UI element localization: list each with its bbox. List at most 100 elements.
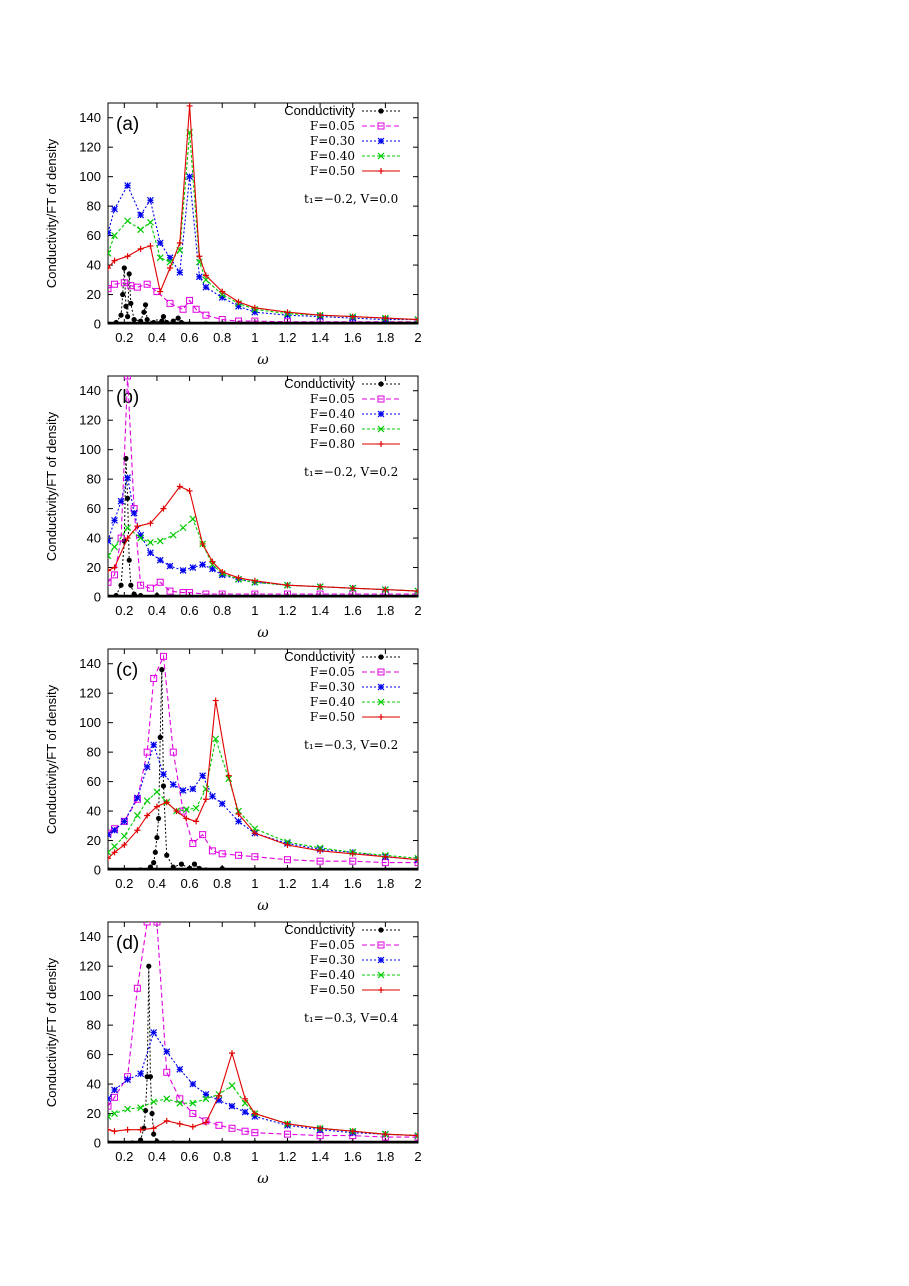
data-point xyxy=(157,288,164,295)
data-point xyxy=(124,474,132,482)
data-point xyxy=(176,1099,184,1107)
legend-label: Conductivity xyxy=(284,649,355,664)
data-point xyxy=(137,245,144,252)
data-point xyxy=(349,313,356,320)
data-point xyxy=(111,571,119,579)
data-point xyxy=(186,296,194,304)
x-tick-label: 1 xyxy=(251,876,258,891)
legend-label: F=0.40 xyxy=(310,968,355,982)
y-tick-label: 60 xyxy=(87,1047,101,1062)
y-tick-label: 80 xyxy=(87,745,101,760)
data-point xyxy=(349,850,356,857)
data-point xyxy=(202,311,210,319)
y-tick-label: 80 xyxy=(87,472,101,487)
data-point xyxy=(208,565,216,573)
data-point xyxy=(189,564,197,571)
y-tick-label: 60 xyxy=(87,774,101,789)
data-point xyxy=(284,309,291,316)
data-point xyxy=(316,857,324,865)
data-point xyxy=(195,273,203,281)
data-point xyxy=(284,582,291,589)
data-point xyxy=(150,1029,158,1036)
data-point xyxy=(415,856,418,863)
data-point xyxy=(108,1126,111,1133)
data-point xyxy=(147,1074,154,1080)
data-point xyxy=(133,812,141,819)
y-tick-label: 40 xyxy=(87,1077,101,1092)
data-point xyxy=(146,584,154,592)
data-point xyxy=(208,847,216,855)
data-point xyxy=(251,1129,259,1137)
data-point xyxy=(163,1095,171,1103)
plot-area xyxy=(108,922,418,1143)
data-point xyxy=(163,1068,171,1076)
data-point xyxy=(111,1086,118,1094)
series-line xyxy=(108,376,418,595)
data-point xyxy=(150,1125,157,1132)
legend-label: F=0.30 xyxy=(310,680,355,694)
data-point xyxy=(202,272,209,279)
y-axis-label: Conductivity/FT of density xyxy=(44,138,59,288)
data-point xyxy=(164,852,170,858)
y-axis-label: Conductivity/FT of density xyxy=(44,684,59,834)
data-point xyxy=(147,242,154,249)
data-point xyxy=(146,218,154,226)
legend-marker xyxy=(378,714,384,720)
legend-marker xyxy=(378,168,384,174)
x-tick-label: 0.6 xyxy=(181,1149,199,1164)
data-point xyxy=(202,785,210,793)
y-tick-label: 140 xyxy=(79,656,101,671)
data-point xyxy=(111,516,118,524)
data-point xyxy=(108,848,112,856)
x-tick-label: 2 xyxy=(414,603,421,618)
data-point xyxy=(137,226,145,234)
data-point xyxy=(160,505,167,512)
data-point xyxy=(111,1110,118,1117)
data-point xyxy=(218,590,226,597)
legend-marker xyxy=(377,956,385,964)
data-point xyxy=(212,735,220,743)
data-point xyxy=(153,788,161,796)
x-tick-label: 0.8 xyxy=(213,876,231,891)
data-point xyxy=(134,827,141,834)
data-point xyxy=(124,495,131,501)
data-point xyxy=(251,1110,258,1117)
data-point xyxy=(186,103,193,109)
data-point xyxy=(218,850,226,858)
panel-label: (c) xyxy=(116,660,138,681)
data-point xyxy=(176,1120,183,1127)
data-point xyxy=(124,1105,132,1113)
data-point xyxy=(317,583,324,590)
y-tick-label: 120 xyxy=(79,413,101,428)
data-point xyxy=(251,853,259,861)
data-point xyxy=(108,578,112,586)
data-point xyxy=(414,316,418,324)
data-point xyxy=(146,549,154,557)
legend-label: F=0.40 xyxy=(310,149,355,163)
data-point xyxy=(149,1110,155,1117)
data-point xyxy=(169,531,177,539)
data-point xyxy=(123,303,129,309)
x-tick-label: 1.8 xyxy=(376,876,394,891)
data-point xyxy=(251,577,258,584)
series-line xyxy=(108,517,418,592)
data-point xyxy=(208,792,216,800)
data-point xyxy=(349,585,356,592)
y-tick-label: 20 xyxy=(87,287,101,302)
x-tick-label: 0.2 xyxy=(115,603,133,618)
x-tick-label: 0.6 xyxy=(181,603,199,618)
data-point xyxy=(124,217,132,225)
data-point xyxy=(124,1076,132,1084)
x-tick-label: 1.6 xyxy=(344,1149,362,1164)
data-point xyxy=(108,265,111,272)
data-point xyxy=(212,697,219,704)
x-axis-label: ω xyxy=(257,352,269,368)
data-point xyxy=(251,308,259,316)
y-axis-label: Conductivity/FT of density xyxy=(44,957,59,1107)
data-point xyxy=(121,841,128,848)
legend-marker xyxy=(377,395,385,403)
data-point xyxy=(124,535,131,542)
data-point xyxy=(199,561,207,569)
data-point xyxy=(133,283,141,291)
